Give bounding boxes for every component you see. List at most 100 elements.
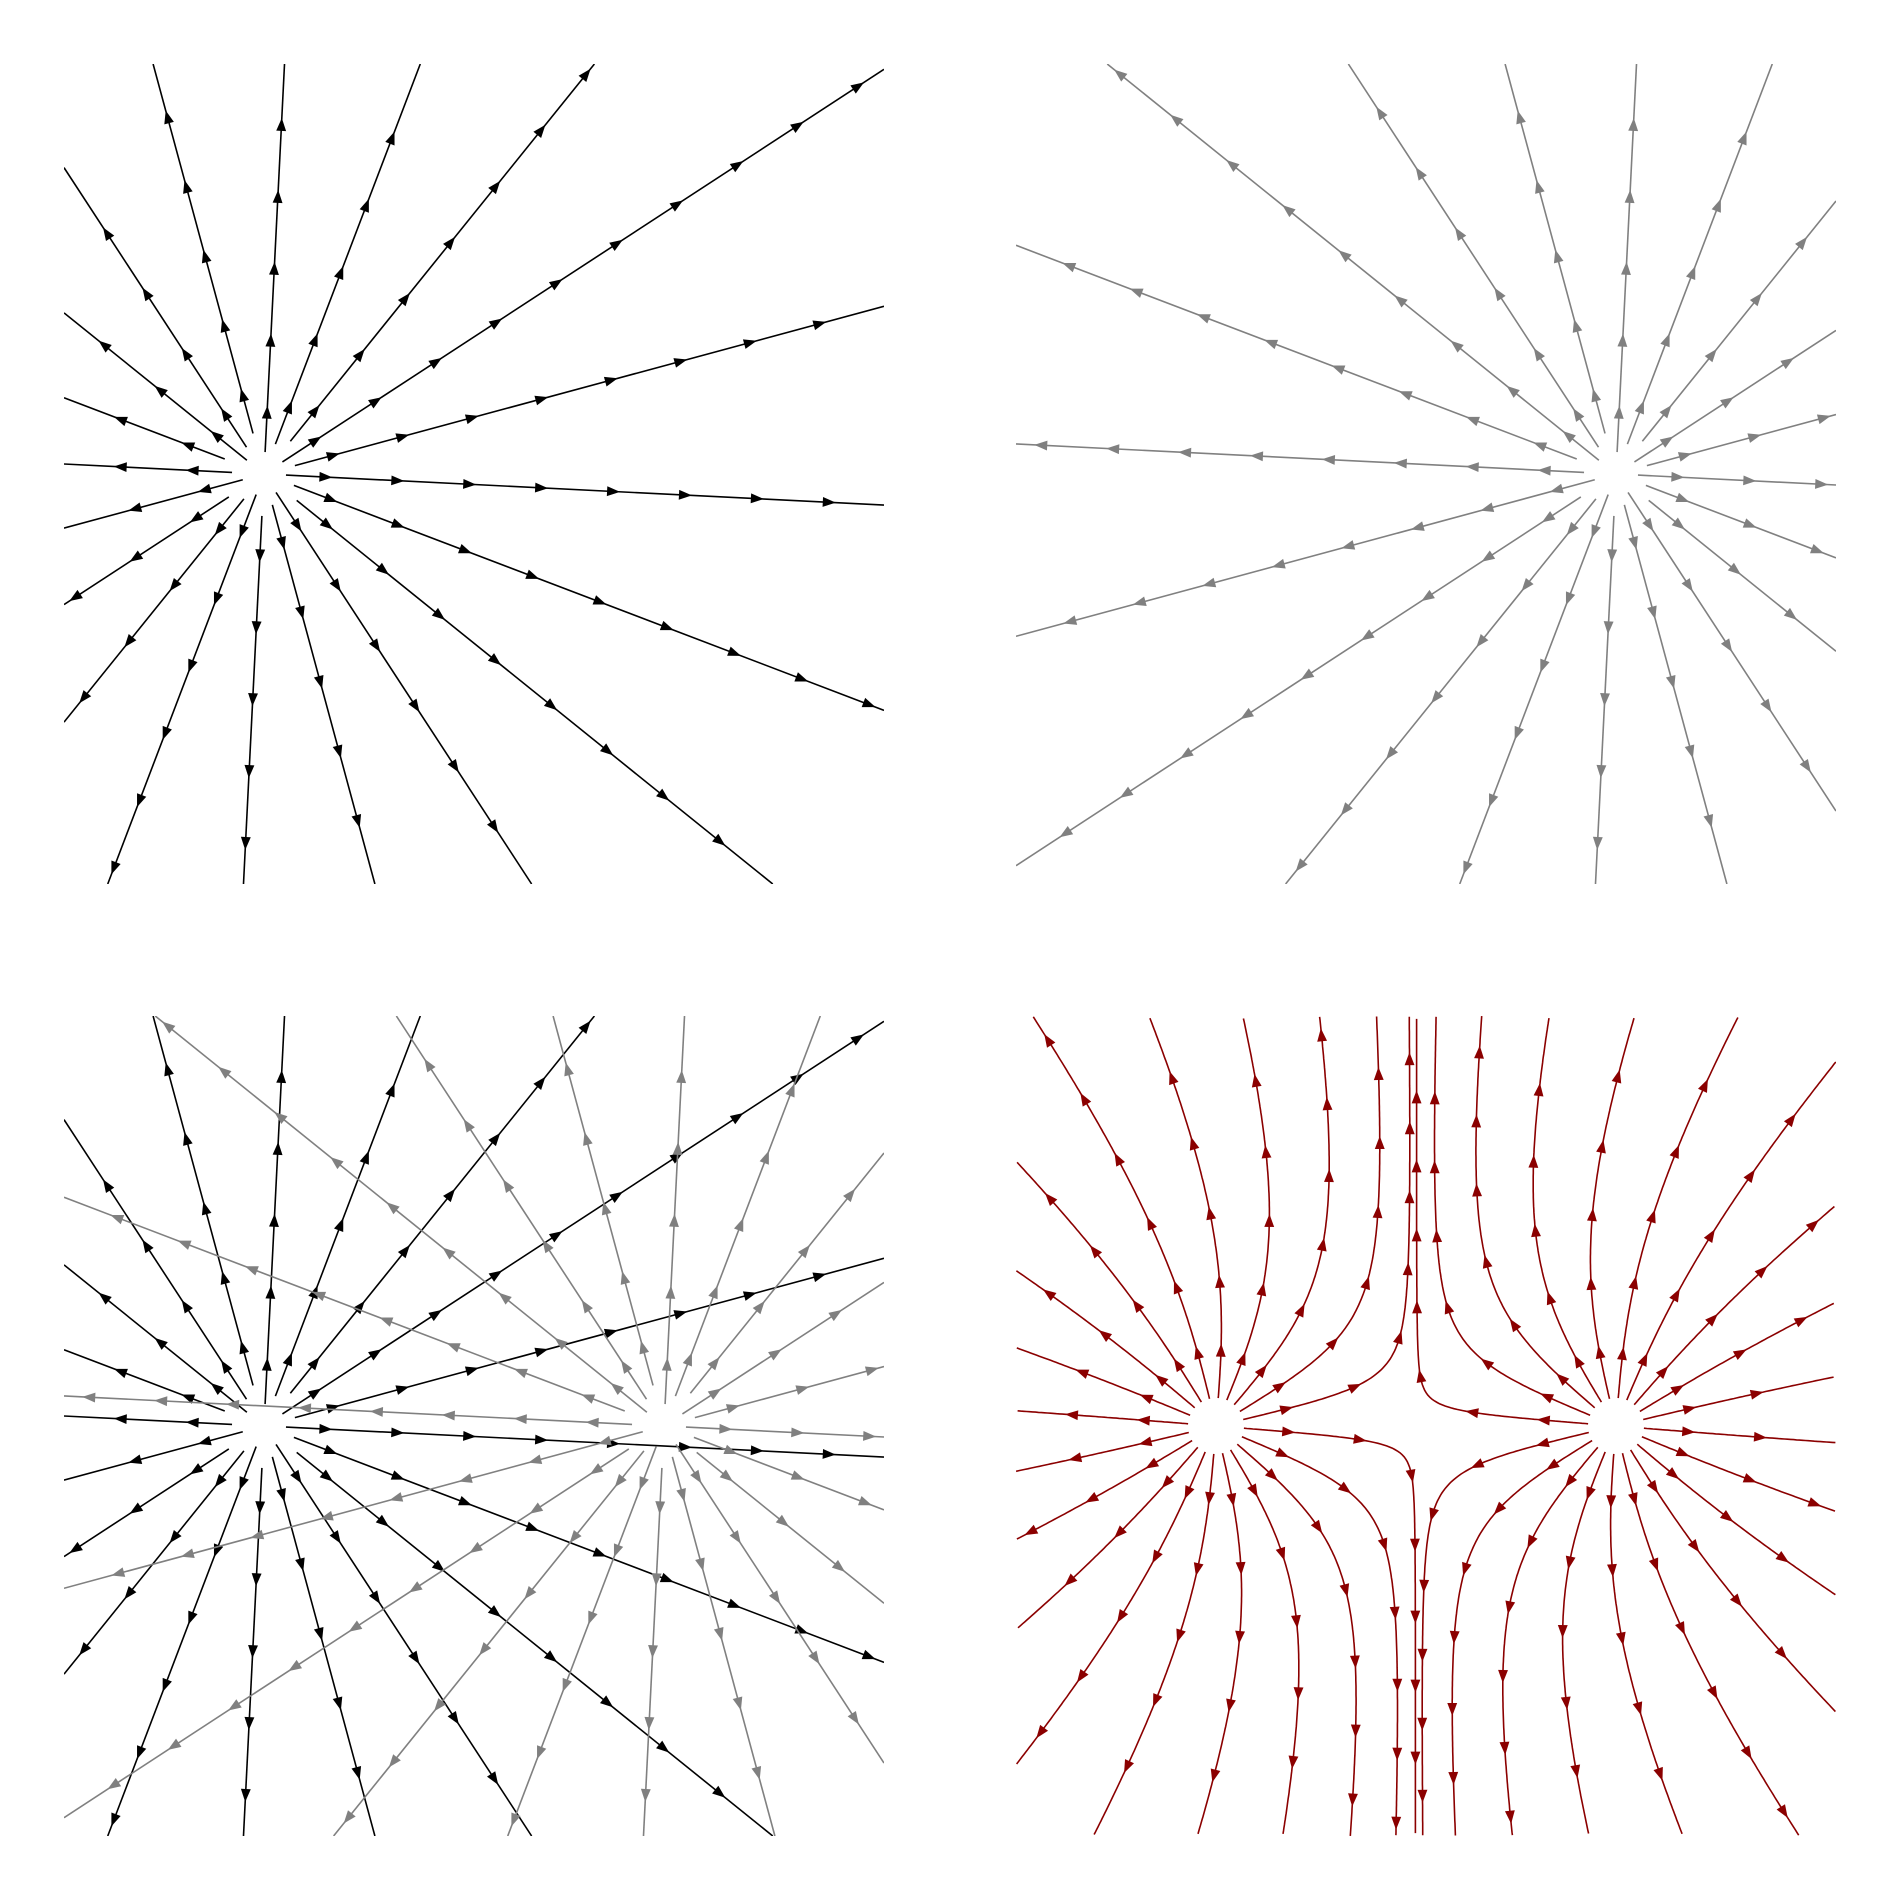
arrow-head (1705, 1313, 1718, 1327)
arrow-head (218, 1066, 232, 1079)
arrow-head (751, 1765, 762, 1780)
field-line (289, 64, 596, 442)
arrow-head (1377, 1537, 1388, 1552)
arrow-head (1617, 1346, 1627, 1361)
arrow-head (533, 1076, 546, 1091)
arrow-head (1591, 388, 1602, 403)
arrow-head (313, 674, 324, 689)
arrow-head (409, 1581, 423, 1593)
arrow-head (111, 860, 121, 875)
arrow-head (210, 1383, 224, 1396)
field-line-stroke (1561, 1451, 1606, 1834)
arrow-head (498, 1292, 512, 1305)
arrow-head (375, 1514, 389, 1527)
field-line (1471, 1016, 1596, 1409)
field-line-stroke (64, 478, 243, 529)
field-line-stroke (1106, 64, 1600, 461)
arrow-head (272, 189, 283, 204)
field-line (1641, 200, 1836, 442)
field-line (1106, 64, 1600, 461)
arrow-head (1805, 1219, 1819, 1233)
field-line-stroke (64, 1119, 248, 1400)
field-line (271, 1456, 376, 1836)
arrow-head (1521, 577, 1534, 592)
arrow-head (137, 793, 147, 808)
arrow-head (1737, 131, 1747, 146)
arrow-head (290, 1469, 302, 1484)
field-line-stroke (274, 64, 422, 445)
field-line-stroke (281, 1020, 884, 1415)
arrow-head (129, 550, 144, 562)
arrow-head (487, 653, 502, 666)
field-line (675, 1443, 884, 1764)
arrow-head (368, 1349, 382, 1361)
field-line (1347, 64, 1600, 448)
field-line-stroke (294, 305, 884, 467)
arrow-head (1653, 1766, 1663, 1781)
field-line (1243, 1016, 1415, 1421)
arrow-head (639, 1476, 649, 1491)
arrow-head (240, 836, 251, 851)
arrow-head (124, 1586, 137, 1600)
field-line (1528, 1017, 1603, 1403)
arrow-head (1295, 858, 1308, 872)
arrow-head (351, 1765, 362, 1780)
field-line (1016, 1161, 1203, 1403)
arrow-head (1533, 1082, 1544, 1097)
arrow-head (1560, 1696, 1571, 1710)
field-line (1586, 1017, 1635, 1399)
arrow-head (1249, 451, 1264, 462)
field-line-stroke (1243, 1427, 1417, 1834)
arrow-head (1226, 159, 1240, 172)
arrow-head (1429, 1160, 1440, 1174)
arrow-head (1338, 250, 1352, 263)
field-line-stroke (1415, 1018, 1589, 1425)
arrow-head (1404, 1052, 1415, 1066)
field-line-stroke (1016, 1451, 1206, 1765)
arrow-head (1394, 295, 1408, 308)
arrow-head (69, 589, 83, 602)
arrow-head (265, 333, 276, 347)
field-line-stroke (275, 491, 533, 884)
arrow-head (295, 605, 305, 620)
arrow-head (255, 549, 266, 563)
field-line (64, 1392, 633, 1428)
field-line (1626, 64, 1774, 445)
field-line (1629, 1449, 1836, 1713)
arrow-head (162, 1021, 176, 1034)
arrow-head (1282, 205, 1296, 218)
field-line (64, 397, 226, 460)
arrow-head (1498, 1669, 1508, 1684)
arrow-head (669, 200, 684, 212)
arrow-head (578, 68, 591, 82)
field-line (154, 1016, 648, 1413)
field-line-stroke (1017, 1446, 1199, 1629)
arrow-head (712, 833, 726, 846)
arrow-head (1360, 1276, 1370, 1291)
arrow-head (1240, 707, 1255, 720)
arrow-head (1549, 483, 1564, 494)
arrow-head (534, 1434, 549, 1445)
field-line (275, 1443, 533, 1836)
field-line (64, 1414, 233, 1428)
arrow-head (1374, 1135, 1385, 1150)
field-line-stroke (1016, 496, 1582, 867)
arrow-head (1686, 266, 1696, 280)
field-line-stroke (694, 1365, 884, 1419)
field-line (1411, 1018, 1589, 1426)
arrow-head (1193, 1562, 1204, 1576)
arrow-head (676, 1069, 687, 1084)
arrow-head (861, 697, 876, 708)
arrow-head (488, 318, 503, 330)
field-line-stroke (1609, 1453, 1683, 1835)
arrow-head (659, 1572, 674, 1583)
arrow-head (1684, 744, 1695, 759)
arrow-head (708, 1285, 718, 1300)
field-line (1016, 1270, 1196, 1409)
panel-single-source-right (1016, 64, 1836, 884)
field-line-stroke (395, 1016, 648, 1400)
arrow-head (269, 261, 279, 275)
arrow-head (599, 743, 614, 756)
arrow-head (164, 110, 174, 125)
field-line (296, 499, 774, 884)
